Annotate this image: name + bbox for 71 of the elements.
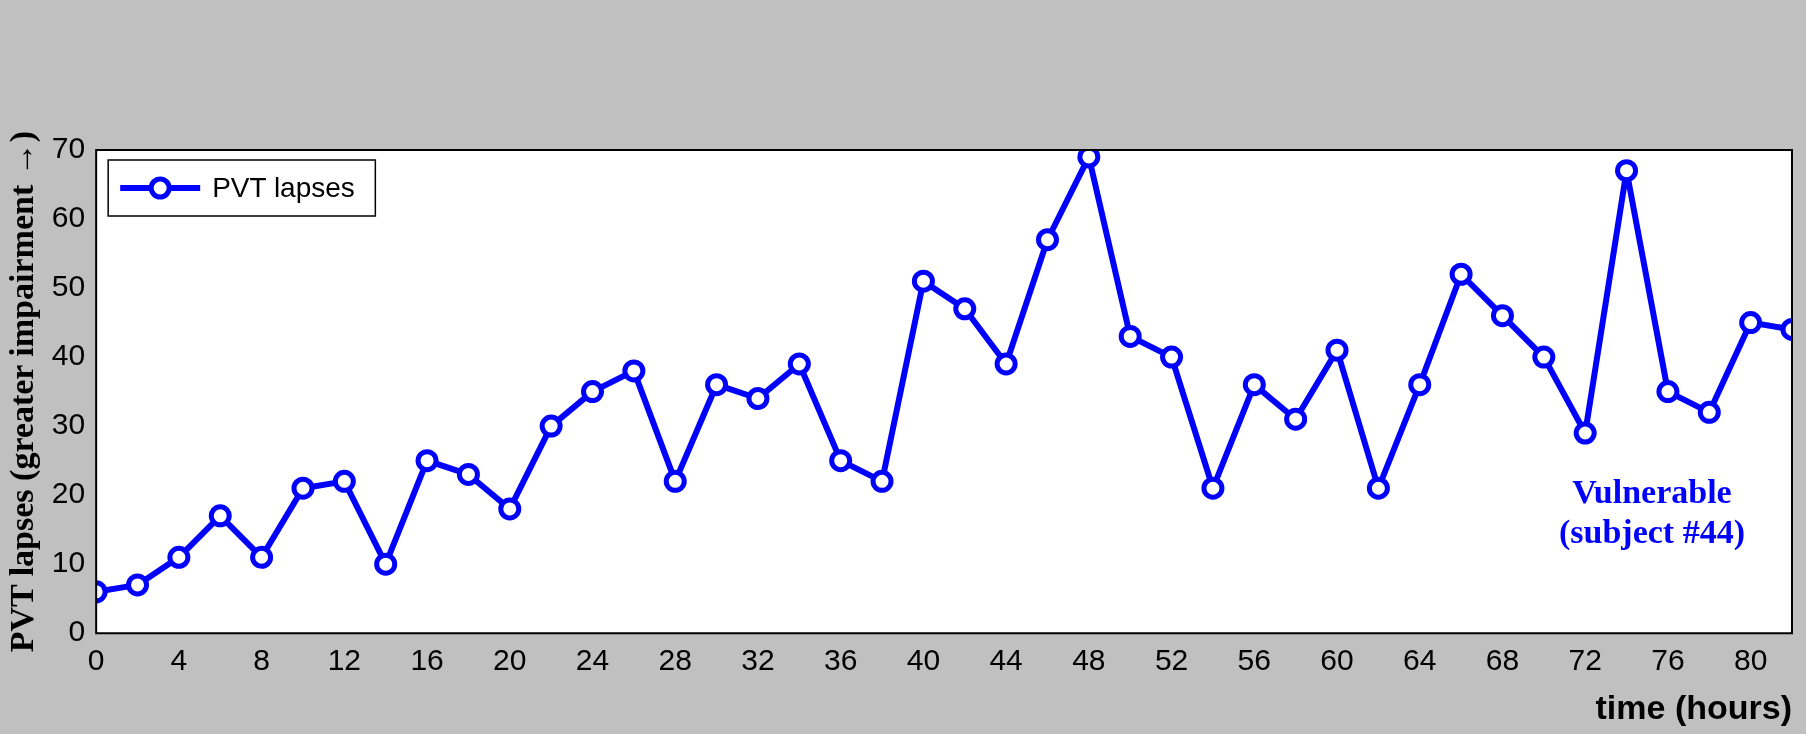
x-tick-label: 64 — [1403, 643, 1437, 677]
x-tick-label: 44 — [989, 643, 1023, 677]
x-tick-label: 48 — [1072, 643, 1106, 677]
point — [829, 449, 853, 473]
point — [1490, 304, 1514, 328]
point — [994, 352, 1018, 376]
y-tick-label: 10 — [51, 545, 86, 579]
x-tick-label: 12 — [327, 643, 362, 677]
point — [332, 469, 356, 493]
x-tick-label: 76 — [1651, 643, 1685, 677]
x-tick-label: 8 — [253, 643, 270, 677]
point — [126, 573, 150, 597]
y-tick-label: 70 — [51, 131, 86, 165]
point — [1656, 380, 1680, 404]
point — [1408, 373, 1432, 397]
point — [1284, 407, 1308, 431]
point — [498, 497, 522, 521]
point — [953, 297, 977, 321]
point — [1242, 373, 1266, 397]
x-tick-label: 36 — [823, 643, 858, 677]
point — [870, 469, 894, 493]
x-tick-label: 24 — [575, 643, 610, 677]
point — [1573, 421, 1597, 445]
point — [622, 359, 646, 383]
x-tick-label: 32 — [741, 643, 775, 677]
x-axis-title: time (hours) — [1595, 687, 1792, 726]
x-tick-label: 68 — [1485, 643, 1520, 677]
point — [1160, 345, 1184, 369]
x-tick-label: 40 — [906, 643, 941, 677]
point — [291, 476, 315, 500]
point — [456, 462, 480, 486]
point — [1325, 338, 1349, 362]
y-tick-label: 20 — [51, 476, 86, 510]
point — [787, 352, 811, 376]
x-tick-label: 4 — [170, 643, 188, 677]
x-tick-label: 28 — [658, 643, 692, 677]
x-tick-label: 80 — [1733, 643, 1768, 677]
legend-label: PVT lapses — [212, 171, 355, 203]
point — [1118, 324, 1142, 348]
point — [1739, 311, 1763, 335]
y-tick-label: 60 — [51, 200, 86, 234]
y-tick-label: 30 — [51, 407, 86, 441]
point — [1532, 345, 1556, 369]
x-tick-label: 52 — [1154, 643, 1189, 677]
x-tick-label: 60 — [1320, 643, 1354, 677]
point — [911, 269, 935, 293]
point — [581, 380, 605, 404]
point — [208, 504, 232, 528]
point — [663, 469, 687, 493]
point — [705, 373, 729, 397]
point — [250, 545, 274, 569]
point — [1449, 262, 1473, 286]
x-tick-label: 72 — [1568, 643, 1602, 677]
x-tick-label: 16 — [410, 643, 444, 677]
point — [374, 552, 398, 576]
y-tick-label: 50 — [51, 269, 86, 303]
point — [1201, 476, 1225, 500]
y-tick-label: 40 — [51, 338, 86, 372]
x-tick-label: 56 — [1237, 643, 1271, 677]
point — [415, 449, 439, 473]
y-tick-label: 0 — [68, 614, 86, 648]
annotation: Vulnerable (subject #44) — [1558, 473, 1746, 552]
point — [746, 387, 770, 410]
y-axis-title: PVT lapses (greater impairment →) — [3, 130, 42, 653]
point — [1615, 159, 1639, 183]
point — [539, 414, 563, 438]
point — [167, 545, 191, 569]
x-tick-label: 20 — [493, 643, 527, 677]
point — [1366, 476, 1390, 500]
point — [1035, 228, 1059, 252]
point — [1697, 400, 1721, 424]
